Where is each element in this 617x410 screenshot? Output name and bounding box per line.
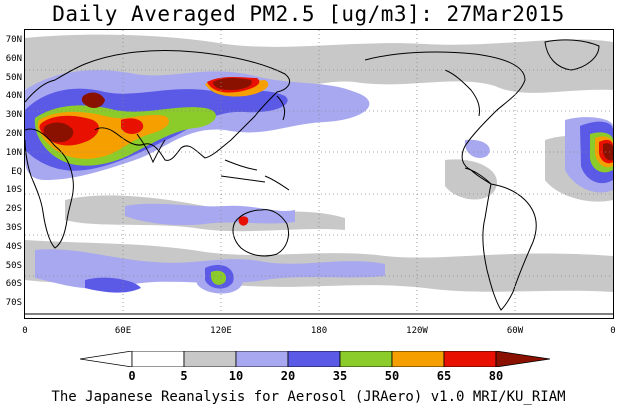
colorbar [80,351,550,367]
colorbar-level-label: 65 [436,369,452,383]
latitude-label: EQ [11,166,22,177]
colorbar-level-label: 20 [280,369,296,383]
footer-credit: The Japanese Reanalysis for Aerosol (JRA… [51,389,566,405]
latitude-label: 30N [5,110,22,121]
latitude-label: 40N [5,91,22,102]
latitude-label: 10N [5,147,22,158]
longitude-label: 180 [310,326,328,336]
latitude-label: 50N [5,72,22,83]
colorbar-level-label: 50 [384,369,400,383]
longitude-label: 120W [406,326,428,336]
latitude-label: 20N [5,129,22,139]
latitude-label: 70N [5,35,22,45]
colorbar-level-label: 10 [228,369,244,383]
latitude-label: 20S [5,204,22,215]
colorbar-level-label: 80 [488,369,504,383]
latitude-label: 60S [5,279,22,290]
colorbar-level-label: 35 [332,369,348,383]
colorbar-level-label: 5 [180,369,188,383]
map-title: Daily Averaged PM2.5 [ug/m3]: 27Mar2015 [52,2,565,26]
map-plot-area [24,29,614,319]
longitude-label: 0 [22,326,28,336]
latitude-label: 70S [5,298,22,309]
latitude-label: 60N [5,53,22,64]
longitude-label: 60E [114,326,132,336]
latitude-label: 50S [5,260,22,271]
latitude-label: 30S [5,223,22,233]
colorbar-level-label: 0 [128,369,136,383]
longitude-label: 0 [610,326,616,336]
latitude-label: 10S [5,185,22,196]
longitude-label: 60W [506,326,524,336]
latitude-label: 40S [5,241,22,252]
pm25-map [25,30,613,318]
graticule [25,30,613,318]
longitude-label: 120E [210,326,232,336]
